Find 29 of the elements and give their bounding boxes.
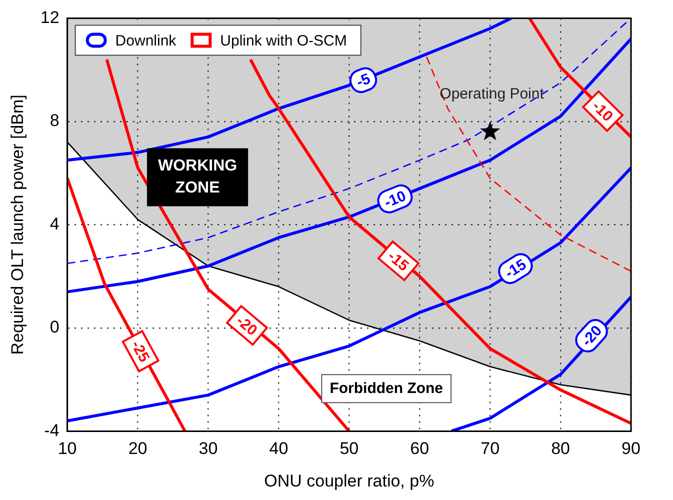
annotation: -15 [502, 256, 530, 282]
x-tick-label: 40 [269, 439, 288, 458]
y-tick-label: 0 [50, 318, 60, 337]
x-tick-label: 80 [551, 439, 570, 458]
annotation: -15 [384, 248, 412, 275]
y-tick-label: 8 [50, 111, 60, 130]
annotation: -5 [354, 70, 373, 92]
legend-label: Downlink [115, 32, 177, 50]
x-tick-label: 90 [622, 439, 640, 458]
y-tick-label: -4 [44, 420, 60, 440]
y-axis-title: Required OLT launch power [dBm] [8, 94, 27, 355]
x-tick-label: 50 [340, 439, 359, 458]
x-tick-label: 70 [480, 439, 500, 458]
annotation: -20 [578, 322, 606, 350]
annotation: -25 [127, 338, 153, 366]
annotation: -10 [588, 98, 616, 126]
annotation: -10 [382, 188, 408, 212]
legend-label: Uplink with O-SCM [220, 32, 347, 50]
x-axis-title: ONU coupler ratio, p% [264, 471, 434, 490]
annotation: Forbidden Zone [330, 380, 444, 397]
y-tick-label: 12 [40, 8, 60, 27]
x-tick-label: 20 [128, 439, 148, 458]
x-tick-label: 10 [58, 439, 77, 458]
x-tick-label: 60 [410, 439, 430, 458]
x-tick-label: 30 [198, 439, 218, 458]
y-tick-label: 4 [50, 214, 60, 234]
annotation: -20 [232, 312, 260, 340]
annotation: Operating Point [440, 86, 545, 103]
annotation: WORKING ZONE [158, 158, 238, 197]
